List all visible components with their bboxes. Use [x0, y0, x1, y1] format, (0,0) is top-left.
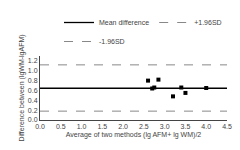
svg-text:1.0: 1.0: [28, 67, 38, 74]
svg-text:0.0: 0.0: [28, 116, 38, 123]
svg-text:1.5: 1.5: [97, 123, 107, 130]
svg-text:0.5: 0.5: [56, 123, 66, 130]
svg-text:3.5: 3.5: [181, 123, 191, 130]
svg-text:+1.96SD: +1.96SD: [194, 19, 221, 26]
svg-text:2.0: 2.0: [118, 123, 128, 130]
svg-text:Average of two methods (lg AFM: Average of two methods (lg AFM+ lg WM)/2: [66, 131, 202, 139]
svg-text:Difference between (lgWM-lgAFM: Difference between (lgWM-lgAFM): [18, 34, 26, 141]
svg-text:0.8: 0.8: [28, 77, 38, 84]
svg-text:-1.96SD: -1.96SD: [99, 38, 125, 45]
svg-text:0.2: 0.2: [28, 107, 38, 114]
svg-text:4.0: 4.0: [201, 123, 211, 130]
svg-text:1.2: 1.2: [28, 57, 38, 64]
svg-text:0.0: 0.0: [35, 123, 45, 130]
svg-text:Mean difference: Mean difference: [99, 19, 149, 26]
svg-text:0.6: 0.6: [28, 87, 38, 94]
svg-text:0.4: 0.4: [28, 97, 38, 104]
svg-text:3.0: 3.0: [160, 123, 170, 130]
svg-text:1.0: 1.0: [77, 123, 87, 130]
svg-text:4.5: 4.5: [222, 123, 232, 130]
svg-text:2.5: 2.5: [139, 123, 149, 130]
